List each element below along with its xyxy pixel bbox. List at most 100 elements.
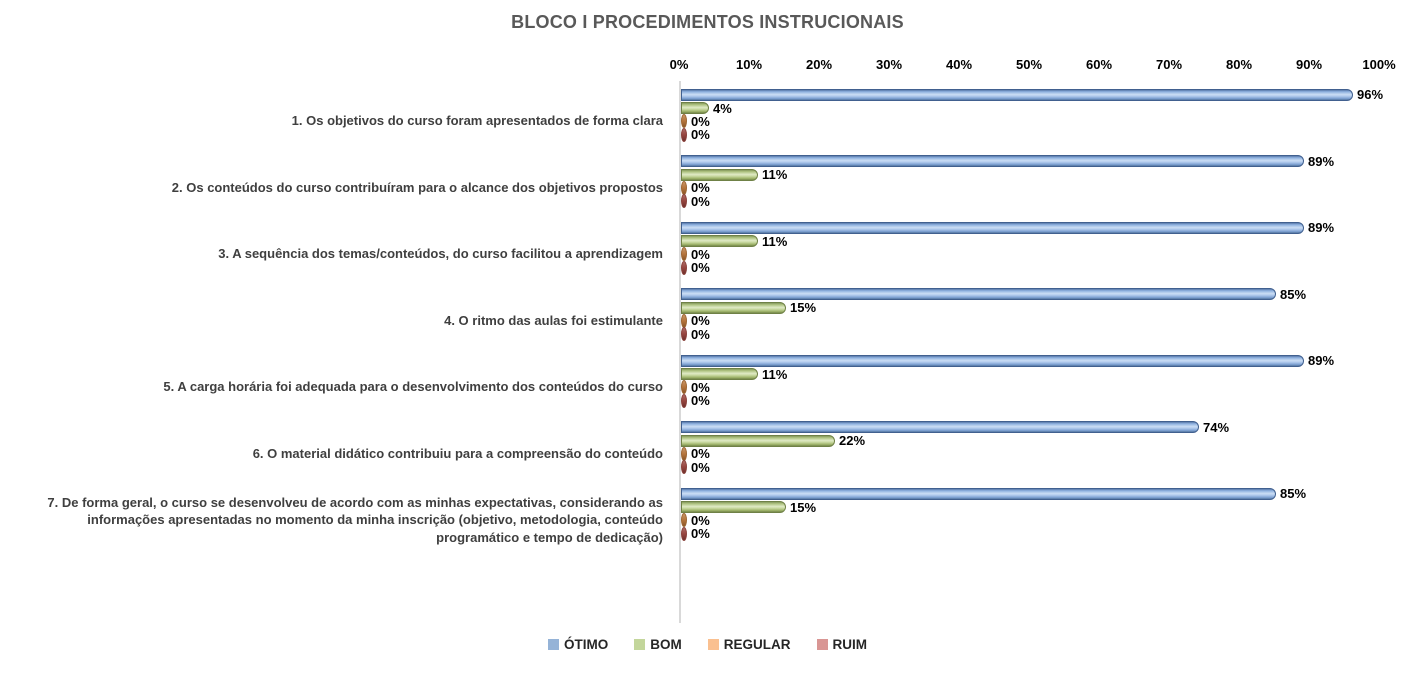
bar-row: 22% [681,433,1407,449]
bar-ruim [681,393,687,408]
bar-ruim [681,127,687,142]
bar-row: 15% [681,500,1407,515]
x-tick-40: 40% [945,57,973,72]
category-label-3: 3. A sequência dos temas/conteúdos, do c… [218,246,663,262]
legend-item-regular: REGULAR [707,637,791,652]
legend-swatch-icon [707,639,719,650]
bar-row: 89% [681,353,1407,369]
bar-ruim [681,194,687,209]
bar-regular [681,513,687,528]
value-label: 22% [839,433,866,449]
value-label: 4% [713,100,732,116]
value-label: 11% [762,366,788,382]
bar-row: 0% [681,193,1407,209]
x-tick-70: 70% [1155,57,1183,72]
x-tick-60: 60% [1085,57,1113,72]
bar-row: 0% [681,459,1407,475]
legend-label: REGULAR [723,637,791,652]
x-axis: 0% 10% 20% 30% 40% 50% 60% 70% 80% 90% 100% [670,43,1396,81]
bar-row: 11% [681,366,1407,382]
bar-group-1: 96% 4% 0% 0% [681,87,1407,155]
bar-regular [681,114,687,129]
value-label: 0% [691,193,710,209]
value-label: 15% [790,300,817,316]
x-tick-20: 20% [805,57,833,72]
legend-item-timo: ÓTIMO [548,637,608,652]
bar-ruim [681,260,687,275]
bar-group-4: 85% 15% 0% 0% [681,287,1407,355]
bar-group-5: 89% 11% 0% 0% [681,353,1407,421]
legend-label: ÓTIMO [564,637,609,652]
legend-label: BOM [650,637,682,652]
category-label-5: 5. A carga horária foi adequada para o d… [163,379,663,395]
bar-row: 0% [681,247,1407,262]
bar-regular [681,446,687,461]
bar-bom [681,301,786,314]
bar-timo [681,88,1353,101]
value-label: 11% [762,167,788,183]
legend-label: RUIM [832,637,868,652]
bar-bom [681,368,758,381]
bar-bom [681,168,758,181]
x-tick-10: 10% [735,57,763,72]
bar-group-2: 89% 11% 0% 0% [681,153,1407,222]
value-label: 74% [1203,419,1230,435]
bar-row: 0% [681,313,1407,329]
legend: ÓTIMO BOM REGULAR RUIM [0,637,1415,652]
plot-area: 96% 4% 0% 0% 89% 11% 0% 0% 89% 11% 0% 0% 85% 15% 0% 0% 8… [679,81,1407,623]
value-label: 0% [691,326,710,342]
bar-row: 85% [681,287,1407,302]
bar-row: 0% [681,513,1407,528]
value-label: 85% [1280,486,1307,502]
category-label-2: 2. Os conteúdos do curso contribuíram pa… [171,179,663,195]
legend-item-bom: BOM [634,637,682,652]
plot-column: 0% 10% 20% 30% 40% 50% 60% 70% 80% 90% 100% 96% 4% 0… [670,43,1409,623]
value-label: 0% [691,379,710,395]
bar-timo [681,487,1276,500]
value-label: 0% [691,313,710,329]
bar-group-7: 85% 15% 0% 0% [681,486,1407,554]
bar-row: 0% [681,127,1407,142]
category-axis: 1. Os objetivos do curso foram apresenta… [0,43,679,623]
x-tick-90: 90% [1295,57,1323,72]
bar-row: 74% [681,419,1407,435]
category-label-6: 6. O material didático contribuiu para a… [252,445,663,461]
bar-row: 15% [681,300,1407,316]
legend-item-ruim: RUIM [816,637,868,652]
value-label: 0% [691,459,710,475]
x-tick-80: 80% [1225,57,1253,72]
value-label: 89% [1308,353,1335,369]
category-label-7: 7. De forma geral, o curso se desenvolve… [47,494,663,546]
value-label: 0% [691,393,710,409]
bar-ruim [681,460,687,475]
value-label: 96% [1357,87,1384,103]
bar-row: 0% [681,526,1407,541]
category-label-4: 4. O ritmo das aulas foi estimulante [444,312,663,328]
value-label: 89% [1308,153,1335,169]
bar-group-6: 74% 22% 0% 0% [681,419,1407,488]
value-label: 0% [691,180,710,196]
chart-body: 1. Os objetivos do curso foram apresenta… [0,43,1415,623]
bar-ruim [681,327,687,342]
value-label: 0% [691,260,710,276]
legend-swatch-icon [634,639,646,650]
bar-row: 0% [681,326,1407,342]
y-axis-line [679,81,681,623]
x-tick-0: 0% [669,57,689,72]
category-label-1: 1. Os objetivos do curso foram apresenta… [291,113,663,129]
x-tick-50: 50% [1015,57,1043,72]
bar-regular [681,380,687,395]
bar-row: 11% [681,234,1407,249]
legend-swatch-icon [548,639,559,650]
bar-timo [681,288,1276,301]
bar-row: 96% [681,87,1407,103]
bar-row: 89% [681,220,1407,235]
value-label: 0% [691,113,710,129]
bar-timo [681,354,1304,367]
bar-ruim [681,526,687,541]
legend-swatch-icon [816,639,828,650]
x-tick-30: 30% [875,57,903,72]
bar-regular [681,180,687,195]
bar-row: 4% [681,100,1407,116]
